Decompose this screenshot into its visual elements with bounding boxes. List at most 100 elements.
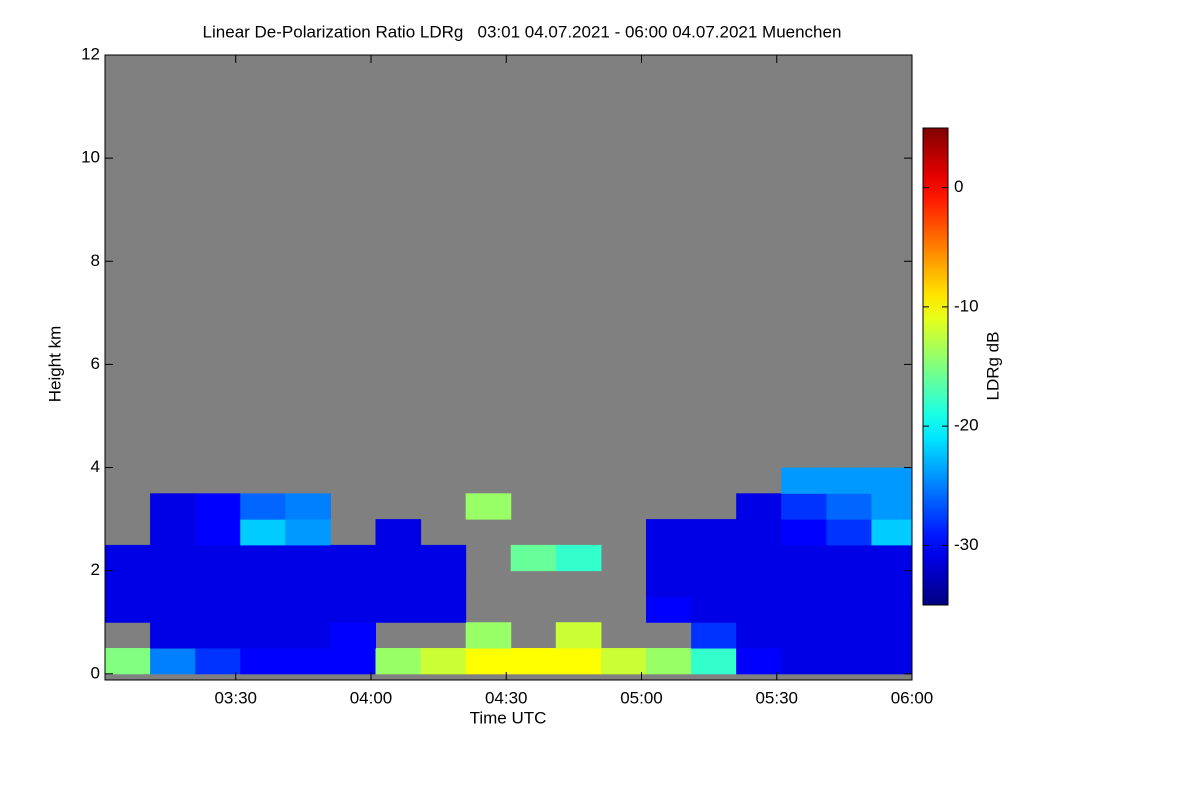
heatmap-cell (871, 596, 912, 623)
heatmap-cell (240, 648, 286, 675)
heatmap-cell (510, 648, 557, 675)
heatmap-cell (826, 493, 872, 520)
heatmap-cell (105, 544, 151, 572)
heatmap-cell (285, 622, 331, 649)
heatmap-cell (150, 596, 196, 623)
heatmap-cell (736, 519, 782, 546)
heatmap-cell (375, 648, 422, 675)
heatmap-cell (781, 622, 827, 649)
heatmap-cell (871, 493, 912, 520)
heatmap-cell (150, 570, 196, 597)
heatmap-cell (781, 596, 827, 623)
heatmap-cell (736, 493, 782, 520)
heatmap-cell (691, 544, 737, 572)
heatmap-cell (195, 519, 241, 546)
heatmap-cell (105, 596, 151, 623)
heatmap-cell (781, 648, 827, 675)
heatmap-cell (691, 648, 737, 675)
heatmap-cell (375, 544, 422, 572)
heatmap-cell (781, 544, 827, 572)
heatmap-cell (150, 519, 196, 546)
heatmap-cell (240, 596, 286, 623)
heatmap-cells (105, 467, 912, 675)
heatmap-cell (646, 519, 692, 546)
heatmap-cell (871, 467, 912, 494)
colorbar-tick-label: -10 (954, 296, 979, 315)
x-tick-label: 04:30 (485, 688, 528, 707)
heatmap-cell (195, 544, 241, 572)
heatmap-cell (420, 596, 467, 623)
heatmap-cell (691, 519, 737, 546)
heatmap-cell (195, 493, 241, 520)
heatmap-cell (600, 648, 647, 675)
heatmap-cell (330, 622, 377, 649)
y-tick-label: 6 (91, 354, 100, 373)
heatmap-cell (781, 493, 827, 520)
plot-frame (104, 54, 913, 681)
heatmap-cell (555, 544, 602, 572)
heatmap-cell (330, 596, 377, 623)
heatmap-cell (826, 467, 872, 494)
heatmap-cell (826, 570, 872, 597)
heatmap-cell (691, 622, 737, 649)
y-tick-label: 0 (91, 663, 100, 682)
heatmap-cell (781, 519, 827, 546)
heatmap-cell (781, 467, 827, 494)
heatmap-cell (375, 519, 422, 546)
heatmap-cell (375, 596, 422, 623)
heatmap-cell (871, 622, 912, 649)
heatmap-cell (285, 519, 331, 546)
heatmap-cell (330, 648, 377, 675)
heatmap-cell (465, 648, 512, 675)
colorbar-tick-label: 0 (954, 177, 963, 196)
heatmap-cell (691, 570, 737, 597)
heatmap-cell (150, 493, 196, 520)
heatmap-cell (285, 648, 331, 675)
heatmap-cell (871, 570, 912, 597)
heatmap-cell (285, 493, 331, 520)
heatmap-cell (871, 544, 912, 572)
heatmap-cell (646, 596, 692, 623)
heatmap-cell (240, 544, 286, 572)
heatmap-cell (646, 544, 692, 572)
heatmap-cell (691, 596, 737, 623)
heatmap-cell (240, 519, 286, 546)
y-tick-label: 4 (91, 457, 100, 476)
heatmap-cell (826, 519, 872, 546)
x-axis-label: Time UTC (470, 708, 547, 727)
heatmap-cell (736, 544, 782, 572)
heatmap-cell (465, 622, 512, 649)
heatmap-cell (285, 570, 331, 597)
x-tick-label: 06:00 (891, 688, 934, 707)
heatmap-cell (330, 570, 377, 597)
heatmap-cell (826, 648, 872, 675)
heatmap-cell (871, 519, 912, 546)
heatmap-cell (555, 648, 602, 675)
heatmap-cell (736, 570, 782, 597)
x-tick-label: 05:30 (755, 688, 798, 707)
heatmap-cell (826, 544, 872, 572)
heatmap-cell (285, 544, 331, 572)
heatmap-cell (195, 648, 241, 675)
heatmap-cell (375, 570, 422, 597)
colorbar-label: LDRg dB (983, 332, 1002, 401)
heatmap-cell (420, 544, 467, 572)
heatmap-cell (781, 570, 827, 597)
heatmap-cell (150, 622, 196, 649)
y-tick-label: 10 (81, 148, 100, 167)
heatmap-cell (240, 493, 286, 520)
colorbar (922, 127, 949, 606)
colorbar-tick-label: -20 (954, 416, 979, 435)
x-tick-label: 04:00 (350, 688, 393, 707)
heatmap-cell (555, 622, 602, 649)
chart-title: Linear De-Polarization Ratio LDRg 03:01 … (203, 22, 842, 41)
heatmap-cell (150, 648, 196, 675)
heatmap-cell (195, 570, 241, 597)
y-axis-label: Height km (45, 326, 64, 403)
heatmap-cell (105, 570, 151, 597)
heatmap-cell (240, 570, 286, 597)
heatmap-cell (871, 648, 912, 675)
heatmap-cell (646, 648, 692, 675)
heatmap-cell (736, 622, 782, 649)
